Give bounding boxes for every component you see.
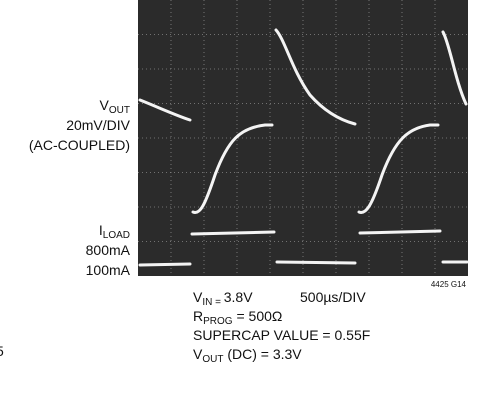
label-sub: LOAD — [103, 230, 130, 241]
label-sub: OUT — [109, 105, 130, 116]
vout-trace — [138, 28, 468, 214]
figure-id: 4425 G14 — [431, 280, 467, 289]
iload-high: 800mA — [86, 242, 131, 258]
rprog: RPROG = 500Ω — [193, 308, 282, 327]
iload-low: 100mA — [86, 262, 131, 278]
vout-label: VOUT — [100, 97, 130, 116]
supercap: SUPERCAP VALUE = 0.55F — [193, 327, 370, 343]
label-sub: PROG — [203, 316, 233, 327]
label-sub: IN = — [202, 297, 223, 308]
label-sub: OUT — [202, 354, 223, 365]
vout-dc: VOUT (DC) = 3.3V — [193, 346, 302, 365]
label-main: V — [193, 289, 203, 305]
time-scale: 500µs/DIV — [300, 289, 366, 305]
label-rest: = 500Ω — [233, 308, 283, 324]
vout-coupling: (AC-COUPLED) — [29, 137, 130, 153]
label-main: I — [99, 222, 103, 238]
label-main: R — [193, 308, 203, 324]
vin: VIN = 3.8V — [193, 289, 253, 308]
iload-trace — [138, 229, 469, 267]
iload-label: ILOAD — [99, 222, 130, 241]
label-rest: (DC) = 3.3V — [223, 346, 302, 362]
grid — [138, 0, 468, 276]
label-main: V — [193, 346, 203, 362]
edge-text: 5 — [0, 343, 4, 359]
vout-scale: 20mV/DIV — [66, 117, 130, 133]
label-main: V — [100, 97, 110, 113]
label-rest: 3.8V — [224, 289, 253, 305]
